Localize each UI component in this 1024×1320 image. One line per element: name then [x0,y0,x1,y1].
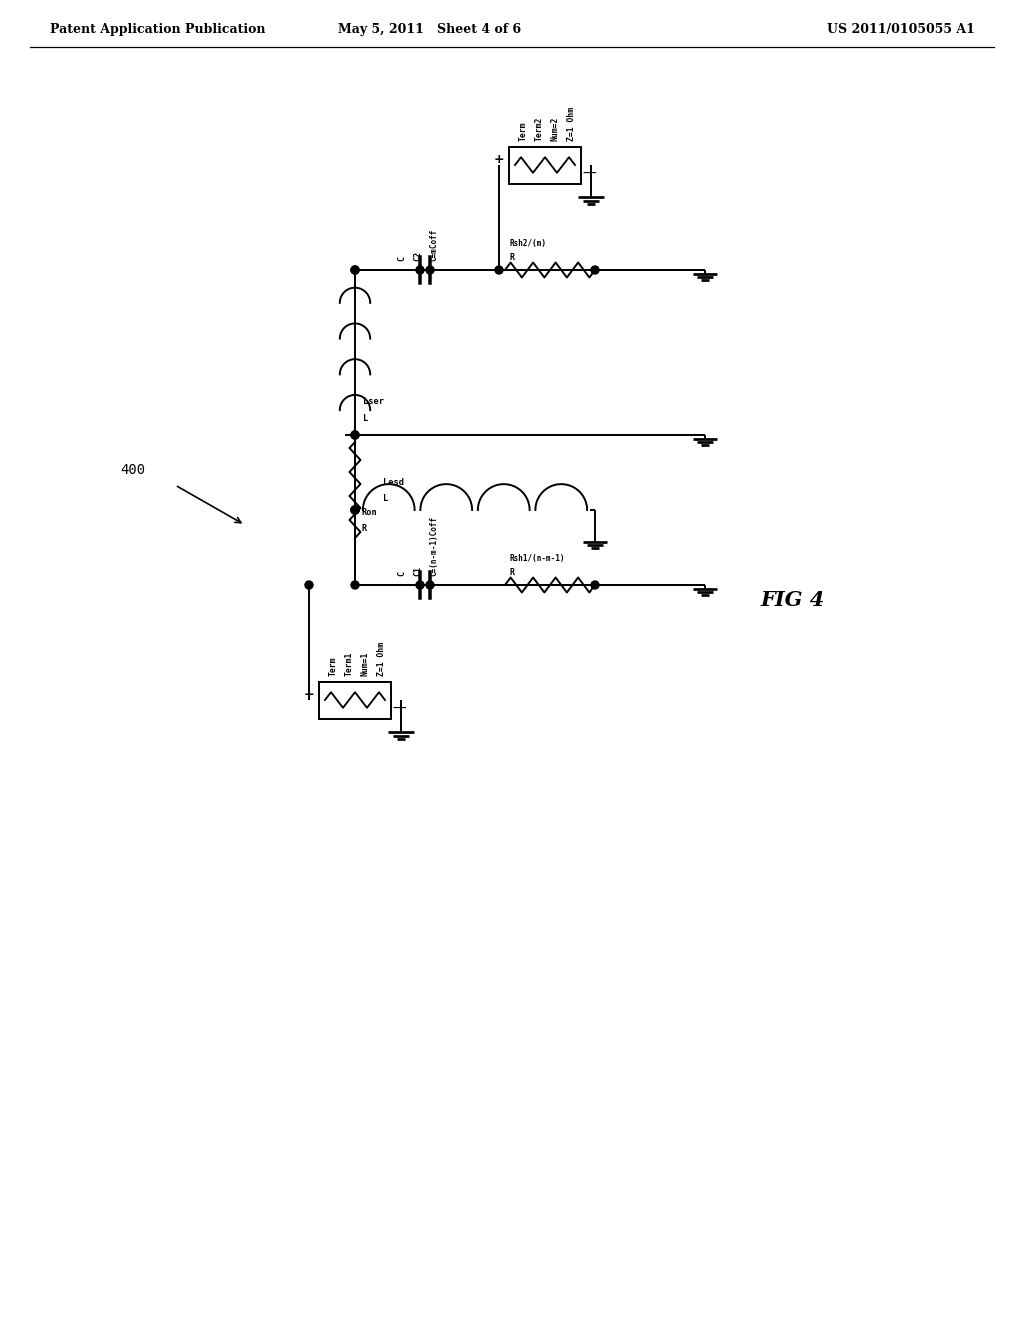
Circle shape [591,267,599,275]
Circle shape [416,581,424,589]
Text: —: — [582,168,596,181]
Text: Num=2: Num=2 [551,117,560,141]
Circle shape [591,581,599,589]
Bar [509,147,581,183]
Text: Num=1: Num=1 [361,652,370,676]
Text: Term: Term [329,657,338,676]
Text: C: C [397,572,406,576]
Text: L: L [383,494,388,503]
Circle shape [351,267,359,275]
Text: +: + [304,689,314,701]
Text: Z=1 Ohm: Z=1 Ohm [567,107,575,141]
Text: C2: C2 [413,251,422,261]
Text: Rsh2/(m): Rsh2/(m) [510,239,547,248]
Text: Z=1 Ohm: Z=1 Ohm [377,643,386,676]
Text: US 2011/0105055 A1: US 2011/0105055 A1 [827,22,975,36]
Text: 400: 400 [120,463,145,477]
Text: Ron: Ron [362,508,378,517]
Text: FIG 4: FIG 4 [760,590,824,610]
Text: C=mCoff: C=mCoff [429,228,438,261]
Circle shape [416,267,424,275]
Text: L: L [362,414,369,422]
Text: R: R [362,524,368,533]
Circle shape [351,581,359,589]
Circle shape [351,506,359,513]
Text: C1: C1 [413,566,422,576]
Circle shape [351,432,359,440]
Circle shape [351,506,359,513]
Circle shape [426,267,434,275]
Text: Term1: Term1 [345,652,354,676]
Circle shape [351,432,359,440]
Text: Rsh1/(n-m-1): Rsh1/(n-m-1) [510,554,565,564]
Text: Lser: Lser [362,397,384,407]
Text: Term: Term [519,121,528,141]
Text: Lesd: Lesd [383,478,404,487]
Circle shape [351,506,359,513]
Circle shape [351,267,359,275]
Circle shape [495,267,503,275]
Text: Term2: Term2 [535,117,544,141]
Circle shape [305,581,313,589]
Bar [319,681,391,718]
Text: Patent Application Publication: Patent Application Publication [50,22,265,36]
Text: —: — [392,702,406,715]
Text: R: R [510,253,515,261]
Text: R: R [510,568,515,577]
Text: C=(n-m-1)Coff: C=(n-m-1)Coff [429,516,438,576]
Circle shape [426,581,434,589]
Text: May 5, 2011   Sheet 4 of 6: May 5, 2011 Sheet 4 of 6 [339,22,521,36]
Text: C: C [397,256,406,261]
Text: +: + [494,153,504,166]
